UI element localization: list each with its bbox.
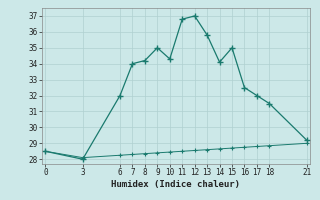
X-axis label: Humidex (Indice chaleur): Humidex (Indice chaleur) (111, 180, 241, 189)
